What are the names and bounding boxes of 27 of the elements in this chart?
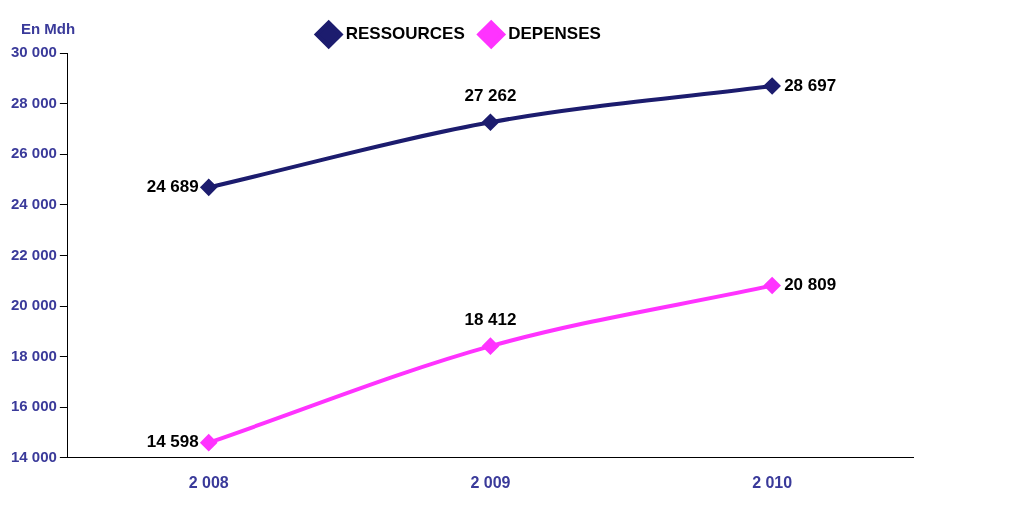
point xyxy=(764,77,781,94)
y-tick-label: 24 000 xyxy=(10,194,57,212)
y-axis-title: En Mdh xyxy=(20,20,76,38)
y-tick-label: 28 000 xyxy=(10,93,57,111)
data-label: 20 809 xyxy=(784,275,837,295)
point xyxy=(200,179,217,196)
data-label: 24 689 xyxy=(146,177,199,197)
x-tick-label: 2 009 xyxy=(470,473,511,491)
x-tick-label: 2 010 xyxy=(752,473,793,491)
legend-label: DEPENSES xyxy=(508,24,601,44)
y-tick-label: 30 000 xyxy=(10,43,57,61)
point xyxy=(200,434,217,451)
data-label: 27 262 xyxy=(464,85,517,105)
data-label: 14 598 xyxy=(146,432,199,452)
point xyxy=(482,338,499,355)
data-label: 28 697 xyxy=(784,75,837,95)
y-tick-label: 14 000 xyxy=(10,447,57,465)
point xyxy=(482,114,499,131)
data-label: 18 412 xyxy=(464,309,517,329)
y-tick-label: 26 000 xyxy=(10,144,57,162)
y-tick-label: 20 000 xyxy=(10,296,57,314)
x-tick-label: 2 008 xyxy=(188,473,229,491)
y-tick-label: 18 000 xyxy=(10,346,57,364)
point xyxy=(764,277,781,294)
y-tick-label: 22 000 xyxy=(10,245,57,263)
y-tick-label: 16 000 xyxy=(10,397,57,415)
legend-label: RESSOURCES xyxy=(345,24,465,44)
